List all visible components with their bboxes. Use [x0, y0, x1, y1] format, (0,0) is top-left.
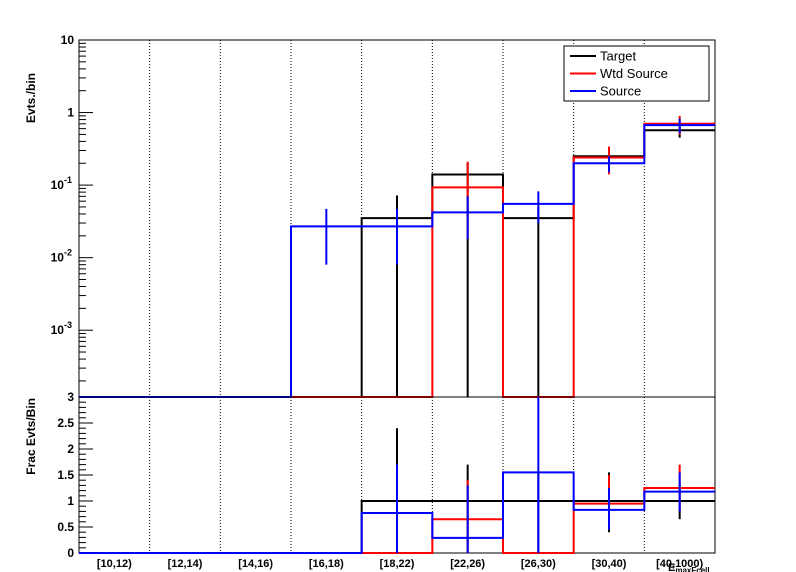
x-category-label: [18,22) [380, 558, 415, 570]
y-tick-label: 0 [67, 546, 74, 560]
x-category-label: [40,1000) [656, 558, 703, 570]
legend: Target Wtd Source Source [563, 45, 710, 102]
x-category-label: [16,18) [309, 558, 344, 570]
upper-y-axis-title: Evts./bin [24, 73, 38, 123]
lower-histograms [79, 397, 715, 554]
y-tick-label: 1 [67, 494, 74, 508]
legend-label: Source [600, 84, 641, 99]
y-tick-label: 3 [67, 390, 74, 404]
legend-label: Target [600, 49, 637, 64]
x-category-label: [12,14) [168, 558, 203, 570]
lower-y-axis-title: Frac Evts/Bin [24, 398, 38, 475]
lower-y-axis: 0 0.5 1 1.5 2 2.5 3 [57, 390, 93, 560]
y-tick-label: 2.5 [57, 416, 74, 430]
y-tick-label: 2 [67, 442, 74, 456]
x-category-label: [26,30) [521, 558, 556, 570]
y-tick-label: 10-3 [51, 320, 72, 337]
x-axis-category-labels: [10,12) [12,14) [14,16) [16,18) [18,22) [22,2… [97, 558, 704, 570]
x-axis-title: EmaxFcell [668, 562, 710, 572]
y-tick-label: 10 [61, 33, 75, 47]
x-category-label: [30,40) [592, 558, 627, 570]
x-category-label: [10,12) [97, 558, 132, 570]
x-category-label: [22,26) [450, 558, 485, 570]
histogram-series-line [79, 471, 715, 554]
legend-label: Wtd Source [600, 66, 668, 81]
upper-histograms [79, 115, 715, 398]
y-tick-label: 0.5 [57, 520, 74, 534]
lower-panel: 0 0.5 1 1.5 2 2.5 3 Frac Evts/Bin [24, 390, 716, 560]
y-tick-label: 10-2 [51, 248, 72, 265]
y-tick-label: 1 [67, 106, 74, 120]
upper-y-axis: 10 1 10-1 10-2 10-3 [51, 33, 93, 382]
upper-panel: 10 1 10-1 10-2 10-3 Evts./bin Target Wtd Sour… [24, 33, 716, 398]
y-tick-label: 1.5 [57, 468, 74, 482]
x-category-label: [14,16) [238, 558, 273, 570]
y-tick-label: 10-1 [51, 175, 72, 192]
